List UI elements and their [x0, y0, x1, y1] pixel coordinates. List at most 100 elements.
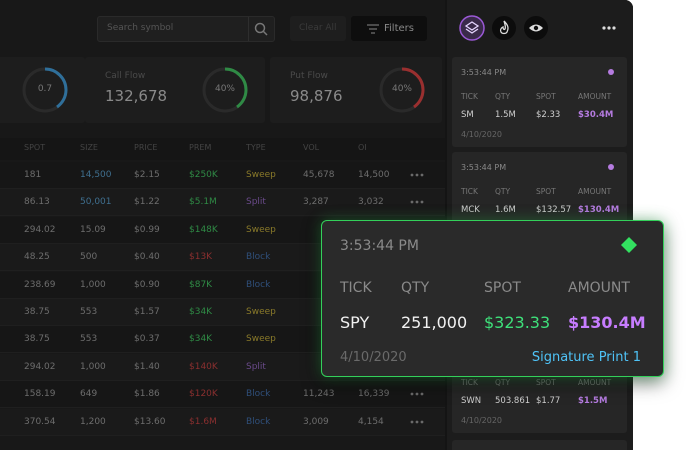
divider: [248, 17, 249, 41]
column-header: SPOT: [24, 143, 46, 152]
clear-button[interactable]: Clear All: [290, 16, 346, 41]
gauge-label: 40%: [214, 84, 235, 94]
cell: 15.09: [80, 224, 106, 235]
row-bg: [0, 408, 445, 436]
popup-tag: Signature Print 1: [531, 350, 641, 365]
feed-header: TICK: [461, 92, 478, 101]
feed-header: TICK: [461, 378, 478, 387]
popup-header: SPOT: [484, 280, 521, 296]
feed-header: SPOT: [536, 92, 556, 101]
gauge-arc: [224, 67, 248, 109]
cell: 1,200: [80, 416, 106, 427]
cell: 38.75: [24, 307, 50, 317]
feed-tick: SM: [461, 110, 474, 120]
row-bg: [0, 162, 445, 189]
filters-button[interactable]: Filters: [351, 16, 427, 41]
feed-qty: 1.5M: [495, 110, 516, 120]
popup-amount: $130.4M: [568, 313, 646, 332]
search-placeholder: Search symbol: [107, 23, 174, 33]
stat-card: Put Flow 98,876 40%: [270, 57, 442, 123]
cell: 1,000: [80, 361, 106, 372]
popup-header: TICK: [340, 280, 372, 296]
cell: 181: [24, 170, 42, 180]
feed-header: AMOUNT: [578, 378, 612, 387]
dot: [415, 392, 419, 396]
cell: 86.13: [24, 197, 50, 208]
fire-icon: [499, 20, 509, 35]
signal-diamond: [621, 237, 637, 253]
cell: $1.6M: [189, 416, 217, 427]
cell: $148K: [189, 224, 218, 235]
layers-icon: [464, 21, 480, 34]
cell: 294.02: [24, 224, 56, 235]
dot: [410, 200, 414, 204]
cell: 3,032: [358, 197, 384, 208]
cell: $34K: [189, 307, 213, 317]
row-menu[interactable]: [409, 419, 425, 425]
feed-dot: [608, 164, 614, 170]
gauge: [379, 67, 425, 113]
row-bg: [0, 381, 445, 409]
feed-tick: MCK: [461, 205, 480, 215]
row-menu[interactable]: [409, 391, 425, 397]
dot: [415, 200, 419, 204]
cell: $1.22: [134, 197, 160, 208]
feed-time: 3:53:44 PM: [461, 68, 507, 77]
layers-tab[interactable]: [459, 15, 485, 41]
dot: [415, 173, 419, 177]
cell: 158.19: [24, 389, 56, 400]
row-menu[interactable]: [409, 172, 425, 178]
cell: $87K: [189, 279, 213, 290]
cell: 4,154: [358, 416, 384, 427]
cell: 1,000: [80, 279, 106, 290]
feed-header: AMOUNT: [578, 187, 612, 196]
cell: 553: [80, 307, 98, 317]
cell: $1.40: [134, 361, 160, 372]
cell: $13.60: [134, 416, 166, 427]
row-menu[interactable]: [409, 199, 425, 205]
cell: $120K: [189, 389, 218, 400]
feed-amount: $130.4M: [578, 205, 620, 215]
feed-header: SPOT: [536, 378, 556, 387]
cell: Sweep: [246, 307, 276, 317]
dot: [420, 200, 424, 204]
filter-icon: [367, 24, 379, 34]
feed-spot: $1.77: [536, 396, 561, 406]
search-box[interactable]: Search symbol: [97, 16, 275, 42]
hot-tab[interactable]: [492, 16, 516, 40]
column-header: VOL: [303, 143, 320, 152]
stat-label: Call Flow: [105, 71, 146, 81]
dot: [410, 392, 414, 396]
feed-tick: SWN: [461, 396, 482, 406]
cell: Block: [246, 279, 271, 290]
cell: 48.25: [24, 252, 50, 263]
gauge: [202, 67, 248, 113]
cell: $1.86: [134, 389, 160, 400]
dot: [420, 420, 424, 423]
cell: $13K: [189, 252, 213, 263]
table-header-bg: [0, 138, 445, 160]
feed-card: 3:53:44 PM TICK QTY SPOT AMOUNT SM 1.5M $2.33 $3…: [452, 57, 627, 147]
more-menu[interactable]: [602, 26, 616, 30]
dot: [410, 420, 414, 423]
gauge-label: 40%: [391, 84, 412, 94]
feed-time: 3:53:44 PM: [461, 163, 507, 172]
stat-card: Call Flow 132,678 40%: [85, 57, 265, 123]
cell: $2.15: [134, 170, 160, 180]
feed-toolbar: [459, 15, 616, 41]
cell: Split: [246, 361, 266, 372]
feed-header: QTY: [495, 92, 511, 101]
column-header: SIZE: [80, 143, 98, 152]
cell: 238.69: [24, 279, 56, 290]
cell: 294.02: [24, 361, 56, 372]
feed-header: AMOUNT: [578, 92, 612, 101]
cell: 649: [80, 389, 98, 400]
feed-header: QTY: [495, 187, 511, 196]
stat-value: 132,678: [105, 87, 168, 105]
feed-amount: $30.4M: [578, 110, 614, 120]
column-header: PRICE: [134, 143, 158, 152]
feed-qty: 503.861: [495, 396, 531, 406]
feed-header: SPOT: [536, 187, 556, 196]
popup-header: QTY: [401, 280, 430, 296]
